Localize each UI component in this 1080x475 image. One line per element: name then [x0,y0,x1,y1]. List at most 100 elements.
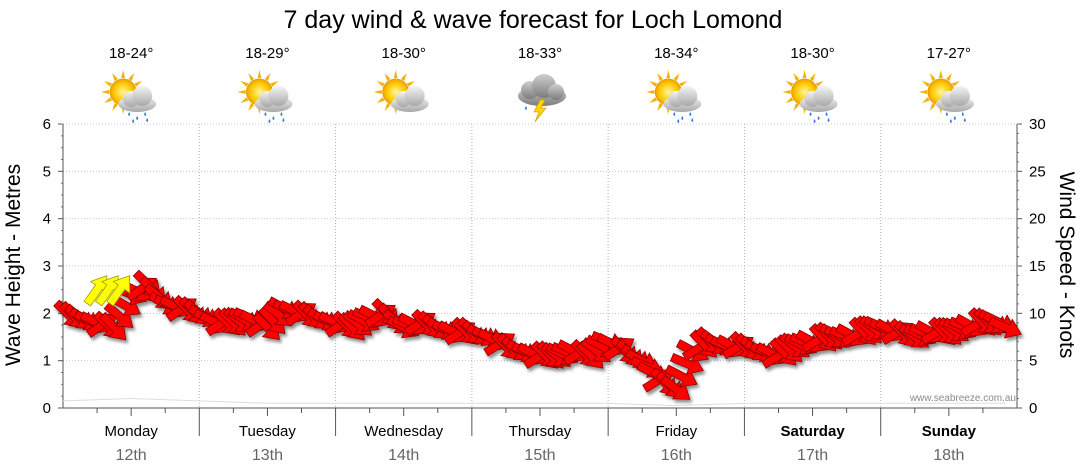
day-date-label: 12th [116,447,147,464]
sun-ray [673,72,680,81]
temperature-label: 18-24° [109,45,153,62]
gust-arrow [106,275,131,307]
rain-drop [677,119,680,123]
rain-drop [689,112,692,116]
rain-drop [691,118,694,122]
day-name-label: Sunday [922,423,977,440]
day-name-label: Monday [104,423,158,440]
sun-ray [666,70,671,79]
cloud-puff [268,86,289,106]
sun-ray [946,72,952,81]
right-tick-label: 25 [1029,163,1046,180]
sun-ray [248,72,255,81]
day-name-label: Thursday [509,423,572,440]
rain-drop [264,112,267,116]
rain-drop [827,118,830,122]
rain-drop [280,112,283,116]
sun-ray [240,81,249,87]
sun-cloud-rain-icon [918,70,974,123]
temperature-label: 18-30° [382,45,426,62]
sun-ray [921,97,930,103]
sun-ray [809,72,816,81]
wave-series [62,398,1006,407]
left-tick-label: 1 [43,353,51,370]
rain-drop [825,112,828,116]
cloud-puff [404,86,425,106]
day-date-label: 18th [933,447,964,464]
right-tick-label: 20 [1029,211,1046,228]
sun-ray [785,97,794,103]
sun-cloud-rain-icon [782,70,838,123]
cloud-puff [132,86,153,106]
sun-ray [373,90,382,94]
sun-ray [400,72,407,81]
day-name-label: Friday [655,423,697,440]
sun-ray [248,103,255,112]
sun-ray [649,81,658,87]
sun-ray [657,72,664,81]
cloud-shape [390,86,429,112]
wave-height-line [62,398,1006,407]
sun-ray [264,72,271,81]
rain-drop [813,119,816,123]
right-tick-label: 5 [1029,353,1037,370]
rain-drop [268,119,271,123]
day-date-label: 14th [388,447,419,464]
rain-drop [132,119,135,123]
sun-ray [376,81,385,87]
sun-ray [785,81,794,87]
day-headers: 18-24° 18-29° 18-30° 18-33° 18-34° 18-30° 17-2… [101,45,974,123]
sun-ray [257,70,262,79]
day-name-label: Wednesday [364,423,443,440]
temperature-label: 17-27° [927,45,971,62]
sun-ray [240,97,249,103]
sun-ray [793,103,800,112]
rain-drop [961,112,964,116]
right-tick-label: 15 [1029,258,1046,275]
day-date-label: 16th [661,447,692,464]
rain-drop [282,118,285,122]
sun-ray [921,81,930,87]
cloud-puff [677,86,698,106]
left-tick-label: 3 [43,258,51,275]
plot-grid [63,123,1017,408]
gust-arrows [83,275,131,307]
cloud-shape [663,86,702,123]
sun-ray [679,81,688,87]
rain-drop [128,112,131,116]
wind-arrow [659,375,691,400]
sun-cloud-rain-icon [101,70,157,123]
sun-ray [121,70,126,79]
rain-drop [949,119,952,123]
sun-ray [929,103,936,112]
wind-arrows [53,269,1022,400]
sun-ray [938,70,943,79]
sun-ray [376,97,385,103]
temperature-label: 18-29° [245,45,289,62]
right-tick-label: 0 [1029,400,1037,417]
cloud-shape [799,86,838,123]
sun-ray [384,72,391,81]
sun-ray [649,97,658,103]
sun-ray [393,70,398,79]
sun-ray [793,72,800,81]
sun-ray [406,81,415,87]
sun-cloud-rain-icon [646,70,702,123]
left-tick-label: 5 [43,163,51,180]
rain-drop [673,112,676,116]
left-tick-label: 4 [43,211,51,228]
rain-drop [953,116,956,120]
rain-drop [681,116,684,120]
sun-ray [657,103,664,112]
sun-ray [951,81,960,87]
sun-ray [128,72,135,81]
sun-ray [802,70,807,79]
sun-ray [918,90,927,94]
sun-ray [112,72,118,81]
temperature-label: 18-34° [654,45,698,62]
rain-drop [945,112,948,116]
plot-axes: 0 1 2 3 4 5 6 0 5 10 15 20 25 30 Monday 12th Tuesday 13th… [43,116,1046,464]
day-name-label: Saturday [780,423,845,440]
cloud-shape [254,86,293,123]
rain-drop [963,118,966,122]
